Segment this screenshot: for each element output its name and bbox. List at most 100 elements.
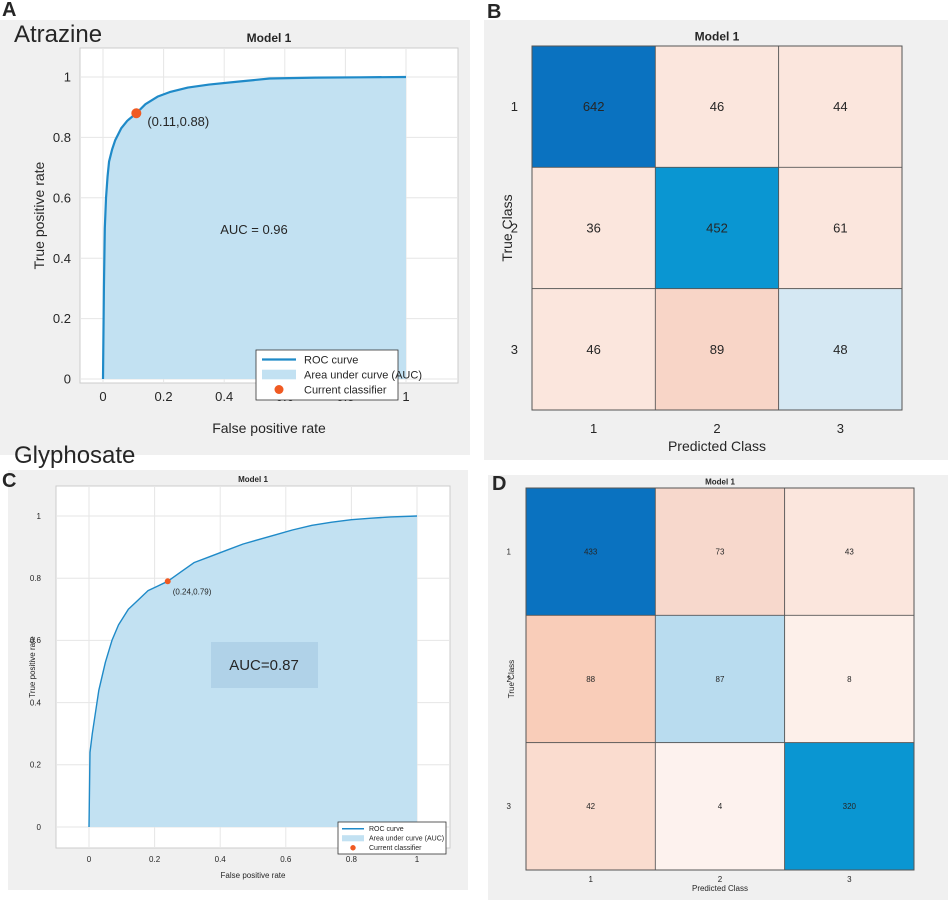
y-tick-label: 3 bbox=[511, 342, 518, 357]
chart-title: Model 1 bbox=[695, 30, 740, 44]
matrix-cell-value: 433 bbox=[584, 547, 598, 556]
matrix-cell bbox=[784, 614, 915, 744]
auc-annotation: AUC=0.87 bbox=[229, 657, 299, 674]
matrix-cell-value: 36 bbox=[586, 221, 600, 236]
matrix-cell bbox=[531, 166, 656, 290]
x-axis-label: False positive rate bbox=[221, 871, 286, 880]
x-axis-label: False positive rate bbox=[212, 420, 326, 436]
x-tick-label: 0.6 bbox=[280, 855, 292, 864]
roc-chart-atrazine: (0.11,0.88)00.20.40.60.8100.20.40.60.81M… bbox=[31, 31, 459, 436]
y-tick-label: 0 bbox=[37, 823, 42, 832]
x-tick-label: 0 bbox=[87, 855, 92, 864]
chart-title: Model 1 bbox=[238, 475, 268, 484]
current-classifier-point bbox=[164, 578, 171, 585]
matrix-cell bbox=[654, 288, 780, 411]
x-tick-label: 1 bbox=[415, 855, 420, 864]
matrix-cell bbox=[784, 742, 915, 871]
x-tick-label: 3 bbox=[837, 421, 844, 436]
y-tick-label: 1 bbox=[511, 99, 518, 114]
matrix-cell-value: 452 bbox=[706, 221, 728, 236]
x-axis-label: Predicted Class bbox=[668, 438, 766, 454]
matrix-cell-value: 87 bbox=[716, 675, 725, 684]
roc-curve-line bbox=[101, 75, 407, 380]
panel-c-letter: C bbox=[2, 470, 16, 492]
matrix-frame bbox=[525, 487, 915, 871]
x-tick-label: 1 bbox=[402, 389, 409, 404]
matrix-cell bbox=[778, 45, 903, 168]
matrix-cell-value: 44 bbox=[833, 99, 847, 114]
matrix-cell-value: 46 bbox=[586, 342, 600, 357]
matrix-cell bbox=[784, 487, 915, 616]
panel-c-heading: Glyphosate bbox=[14, 442, 135, 469]
matrix-cell bbox=[531, 288, 656, 411]
confusion-matrix-glyphosate: 433 73 43 88 87 8 42 4 320 1 2 3 1 2 3 Model 1 Predicted… bbox=[507, 477, 915, 893]
y-tick-label: 2 bbox=[507, 675, 512, 684]
legend-label: Current classifier bbox=[369, 845, 422, 852]
matrix-cell-value: 642 bbox=[583, 99, 605, 114]
y-axis-label: True Class bbox=[507, 660, 516, 698]
legend-label: Area under curve (AUC) bbox=[304, 369, 422, 381]
y-axis-label: True Class bbox=[499, 194, 515, 261]
roc-curve-line bbox=[88, 515, 418, 828]
legend-label: Area under curve (AUC) bbox=[369, 836, 444, 843]
y-tick-label: 3 bbox=[507, 802, 512, 811]
y-tick-label: 1 bbox=[37, 512, 42, 521]
x-tick-label: 1 bbox=[588, 875, 593, 884]
matrix-frame bbox=[531, 45, 903, 411]
legend-label: ROC curve bbox=[369, 826, 404, 833]
x-tick-label: 0.2 bbox=[155, 389, 173, 404]
operating-point-label: (0.11,0.88) bbox=[147, 114, 209, 129]
panel-d-letter: D bbox=[492, 473, 506, 495]
matrix-cell bbox=[654, 487, 786, 616]
y-tick-label: 0.8 bbox=[53, 130, 71, 145]
matrix-cell-value: 42 bbox=[586, 802, 595, 811]
legend-swatch-auc bbox=[262, 369, 296, 380]
matrix-cell-value: 43 bbox=[845, 547, 854, 556]
legend-swatch-auc bbox=[342, 835, 364, 842]
y-tick-label: 1 bbox=[64, 70, 71, 85]
roc-chart-glyphosate: (0.24,0.79) 0 0.2 0.4 0.6 0.8 1 0 0.2 0.4 0.6 0.8 1 M… bbox=[28, 475, 451, 880]
matrix-cell bbox=[778, 288, 903, 411]
y-tick-label: 0.2 bbox=[30, 761, 42, 770]
matrix-cell-value: 46 bbox=[710, 99, 724, 114]
y-tick-label: 2 bbox=[511, 221, 518, 236]
x-tick-label: 0.4 bbox=[215, 389, 233, 404]
auc-annotation-box bbox=[211, 642, 318, 688]
auc-area bbox=[103, 77, 406, 379]
x-tick-label: 0.8 bbox=[346, 855, 358, 864]
chart-title: Model 1 bbox=[705, 477, 735, 486]
x-tick-label: 2 bbox=[718, 875, 723, 884]
matrix-cell-value: 88 bbox=[586, 675, 595, 684]
y-tick-label: 0.4 bbox=[30, 698, 42, 707]
x-tick-label: 0 bbox=[99, 389, 106, 404]
matrix-cell bbox=[525, 487, 656, 616]
matrix-cell-value: 320 bbox=[843, 802, 857, 811]
x-tick-label: 0.2 bbox=[149, 855, 161, 864]
matrix-cell-value: 73 bbox=[716, 547, 725, 556]
x-tick-label: 3 bbox=[847, 875, 852, 884]
y-axis-label: True positive rate bbox=[28, 636, 37, 698]
y-tick-label: 0.6 bbox=[53, 190, 71, 205]
operating-point-label: (0.24,0.79) bbox=[173, 587, 212, 596]
matrix-cell bbox=[654, 45, 780, 168]
matrix-cell bbox=[531, 45, 656, 168]
auc-annotation: AUC = 0.96 bbox=[220, 222, 288, 237]
y-tick-label: 0.2 bbox=[53, 311, 71, 326]
y-tick-label: 0 bbox=[64, 372, 71, 387]
matrix-cell-value: 61 bbox=[833, 221, 847, 236]
matrix-cell-value: 48 bbox=[833, 342, 847, 357]
y-axis-label: True positive rate bbox=[31, 161, 47, 269]
legend-label: Current classifier bbox=[304, 384, 387, 396]
panel-a-letter: A bbox=[2, 0, 16, 21]
legend-label: ROC curve bbox=[304, 354, 358, 366]
x-tick-label: 1 bbox=[590, 421, 597, 436]
y-tick-label: 0.6 bbox=[30, 636, 42, 645]
matrix-cell bbox=[525, 742, 656, 871]
panel-b-letter: B bbox=[487, 1, 501, 23]
x-tick-label: 2 bbox=[713, 421, 720, 436]
matrix-cell bbox=[654, 614, 786, 744]
matrix-cell-value: 4 bbox=[718, 802, 723, 811]
legend-swatch-classifier bbox=[350, 845, 356, 851]
matrix-cell bbox=[525, 614, 656, 744]
